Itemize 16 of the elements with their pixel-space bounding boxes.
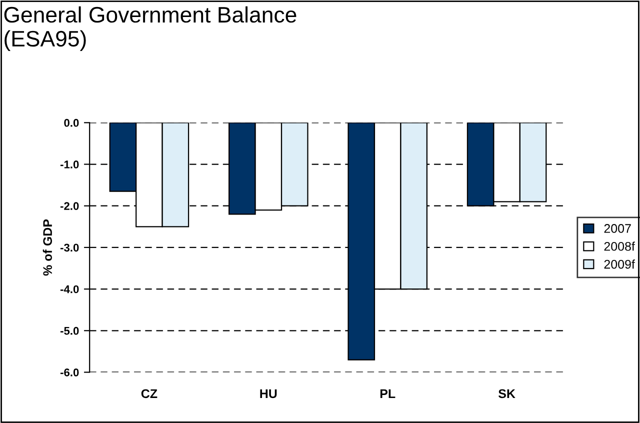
x-tick-label: PL <box>380 389 396 398</box>
y-tick-label: -3.0 <box>60 244 79 252</box>
x-tick-label: CZ <box>141 389 158 398</box>
legend-label: 2009f <box>604 260 635 269</box>
x-tick-label: SK <box>498 389 516 398</box>
y-axis-title: % of GDP <box>42 219 52 276</box>
y-tick-label: 0.0 <box>64 118 79 127</box>
y-tick-label: -6.0 <box>60 368 79 376</box>
y-tick-label: -5.0 <box>60 326 79 335</box>
x-tick-label: HU <box>260 389 277 398</box>
y-tick-label: -1.0 <box>60 160 79 168</box>
legend-label: 2007 <box>604 224 631 233</box>
chart-title: General Government Balance (ESA95) <box>4 6 296 51</box>
y-tick-label: -2.0 <box>60 202 79 210</box>
y-tick-label: -4.0 <box>60 285 79 294</box>
legend-label: 2008f <box>604 242 635 251</box>
